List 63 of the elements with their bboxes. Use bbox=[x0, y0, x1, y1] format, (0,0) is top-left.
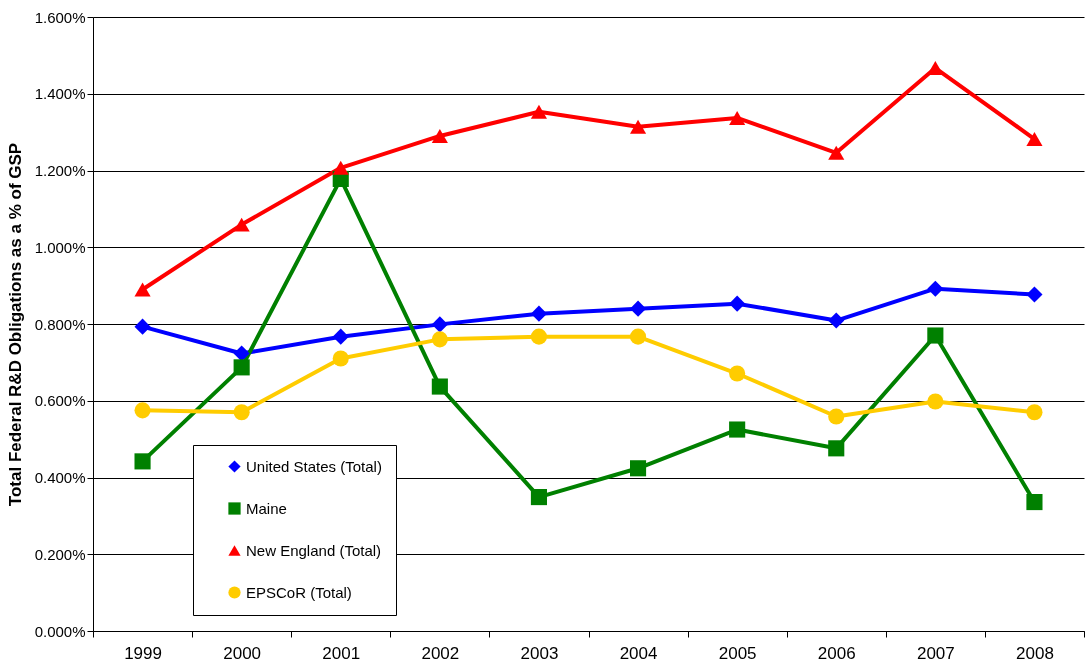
legend-label: New England (Total) bbox=[246, 541, 382, 559]
y-tick-label: 1.200% bbox=[34, 162, 86, 179]
y-tick-label: 0.800% bbox=[34, 315, 86, 333]
legend-label: United States (Total) bbox=[246, 457, 382, 475]
y-tick-label: 1.000% bbox=[34, 238, 86, 256]
x-tick-label: 2008 bbox=[1016, 643, 1054, 663]
point bbox=[927, 280, 944, 297]
point bbox=[134, 318, 151, 335]
y-tick-label: 1.600% bbox=[34, 8, 86, 26]
point bbox=[530, 104, 548, 119]
point bbox=[431, 331, 448, 348]
point bbox=[431, 128, 448, 143]
point bbox=[828, 312, 845, 329]
legend-label: EPSCoR (Total) bbox=[246, 583, 352, 601]
point bbox=[530, 328, 548, 345]
point bbox=[431, 378, 448, 395]
point bbox=[134, 282, 151, 297]
x-tick-label: 2002 bbox=[421, 643, 460, 663]
point bbox=[332, 328, 349, 345]
point bbox=[233, 404, 250, 421]
y-tick-label: 0.000% bbox=[34, 622, 86, 640]
y-tick-label: 0.600% bbox=[34, 392, 86, 410]
x-tick-label: 1999 bbox=[124, 643, 162, 663]
y-tick-label: 0.200% bbox=[34, 545, 86, 563]
y-axis-title: Total Federal R&D Obligations as a % of GSP bbox=[5, 142, 25, 507]
x-tick-label: 2004 bbox=[619, 643, 658, 663]
point bbox=[729, 110, 746, 125]
point bbox=[1026, 494, 1043, 511]
point bbox=[332, 350, 349, 367]
point bbox=[332, 160, 349, 175]
x-tick-label: 2003 bbox=[520, 643, 559, 663]
x-tick-label: 2005 bbox=[718, 643, 757, 663]
point bbox=[629, 300, 647, 317]
point bbox=[431, 316, 448, 333]
point bbox=[729, 365, 746, 382]
point bbox=[134, 453, 151, 470]
point bbox=[1026, 404, 1043, 421]
point bbox=[233, 217, 250, 232]
point bbox=[233, 359, 250, 376]
point bbox=[629, 328, 647, 345]
x-tick-label: 2007 bbox=[916, 643, 955, 663]
point bbox=[729, 421, 746, 438]
point bbox=[828, 145, 845, 160]
point bbox=[530, 489, 548, 506]
point bbox=[233, 345, 250, 362]
point bbox=[134, 402, 151, 419]
point bbox=[828, 440, 845, 457]
point bbox=[530, 305, 548, 322]
point bbox=[828, 408, 845, 425]
point bbox=[1026, 286, 1043, 303]
point bbox=[927, 327, 944, 344]
point bbox=[1026, 132, 1043, 147]
point bbox=[927, 61, 944, 76]
point bbox=[629, 460, 647, 477]
x-tick-label: 2006 bbox=[817, 643, 856, 663]
legend-label: Maine bbox=[246, 499, 287, 517]
x-tick-label: 2001 bbox=[322, 643, 361, 663]
point bbox=[927, 393, 944, 410]
y-tick-label: 0.400% bbox=[34, 469, 86, 486]
point bbox=[629, 119, 647, 134]
x-tick-label: 2000 bbox=[223, 643, 262, 663]
y-tick-label: 1.400% bbox=[34, 85, 86, 103]
point bbox=[729, 295, 746, 312]
